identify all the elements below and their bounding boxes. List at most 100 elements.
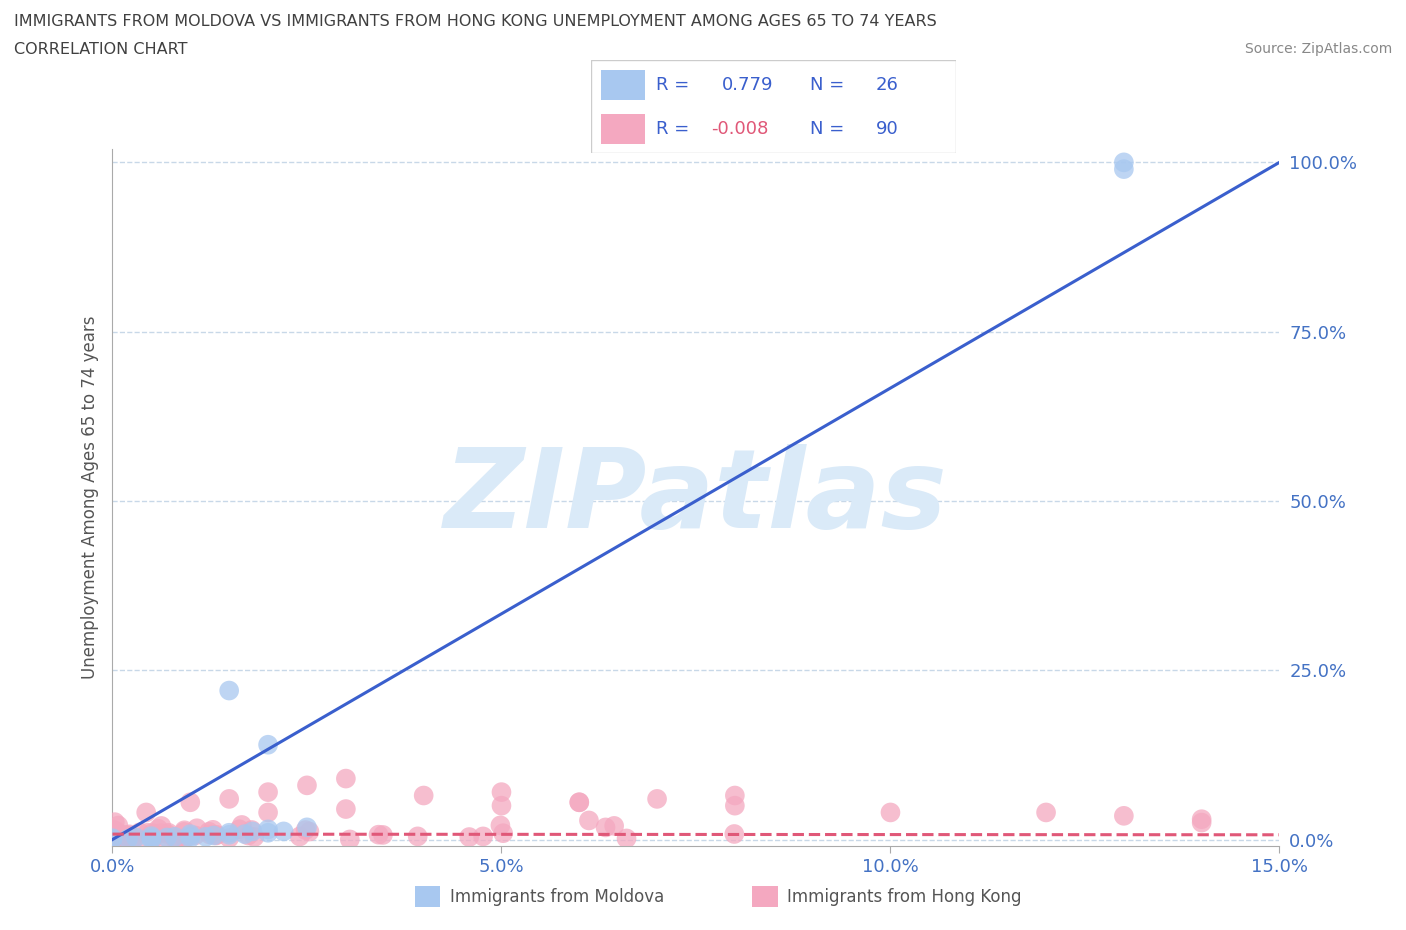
FancyBboxPatch shape [591,60,956,153]
Point [492,826,515,841]
Point [121,831,143,846]
Point [257,737,280,752]
Point [156,827,179,842]
Point [1191,812,1213,827]
Point [1112,155,1135,170]
Point [1112,808,1135,823]
Point [104,826,127,841]
Point [194,830,217,844]
Point [112,828,135,843]
Point [335,771,357,786]
Point [101,830,124,845]
Point [243,830,266,844]
Point [367,827,389,842]
Point [295,820,318,835]
Point [295,777,318,792]
Point [406,829,429,844]
Point [153,832,176,847]
Point [156,830,179,845]
Text: ZIPatlas: ZIPatlas [444,444,948,551]
Point [1035,805,1057,820]
Point [104,830,127,844]
Point [101,832,124,847]
Point [179,827,201,842]
Point [1191,816,1213,830]
Text: IMMIGRANTS FROM MOLDOVA VS IMMIGRANTS FROM HONG KONG UNEMPLOYMENT AMONG AGES 65 : IMMIGRANTS FROM MOLDOVA VS IMMIGRANTS FR… [14,14,936,29]
Point [179,830,201,845]
Point [118,827,141,842]
Point [242,824,264,839]
Point [205,828,228,843]
Point [117,829,139,844]
Point [218,828,240,843]
Bar [602,114,645,144]
Point [879,805,901,820]
Point [103,827,125,842]
Point [184,828,207,843]
Point [174,830,197,845]
Point [371,828,394,843]
Point [288,829,311,844]
Point [150,818,173,833]
Point [645,791,668,806]
Text: N =: N = [810,75,844,94]
Point [173,824,195,839]
Point [231,817,253,832]
Bar [602,70,645,100]
Point [240,822,263,837]
Point [233,827,256,842]
Text: Immigrants from Hong Kong: Immigrants from Hong Kong [787,887,1022,906]
Point [595,820,617,835]
Point [294,823,316,838]
Y-axis label: Unemployment Among Ages 65 to 74 years: Unemployment Among Ages 65 to 74 years [80,316,98,679]
Point [724,788,747,803]
Point [104,830,127,845]
Point [172,831,194,846]
Point [125,830,148,845]
Point [489,818,512,833]
Point [141,830,163,845]
Point [202,828,225,843]
Text: -0.008: -0.008 [711,120,769,139]
Point [101,828,124,843]
Point [101,827,124,842]
Point [578,813,600,828]
Point [105,824,128,839]
Point [198,827,221,842]
Point [142,830,165,845]
Point [491,798,513,813]
Point [205,828,228,843]
Point [257,825,280,840]
Point [128,825,150,840]
Text: Immigrants from Moldova: Immigrants from Moldova [450,887,664,906]
Point [136,825,159,840]
Point [339,832,361,847]
Point [101,827,124,842]
Point [603,818,626,833]
Point [218,825,240,840]
Point [472,829,495,844]
Point [723,827,745,842]
Point [148,821,170,836]
Point [149,826,172,841]
Point [273,824,295,839]
Point [141,826,163,841]
Text: 0.779: 0.779 [723,75,773,94]
Point [179,829,201,844]
Point [101,822,124,837]
Text: CORRELATION CHART: CORRELATION CHART [14,42,187,57]
Point [201,822,224,837]
Point [458,830,481,844]
Point [134,831,156,846]
Text: R =: R = [657,75,689,94]
Point [117,831,139,846]
Point [412,788,434,803]
Point [616,831,638,846]
Point [165,831,187,846]
Point [105,830,128,844]
Point [238,828,260,843]
Point [104,815,127,830]
Point [112,830,135,845]
Point [218,684,240,698]
Point [122,831,145,846]
